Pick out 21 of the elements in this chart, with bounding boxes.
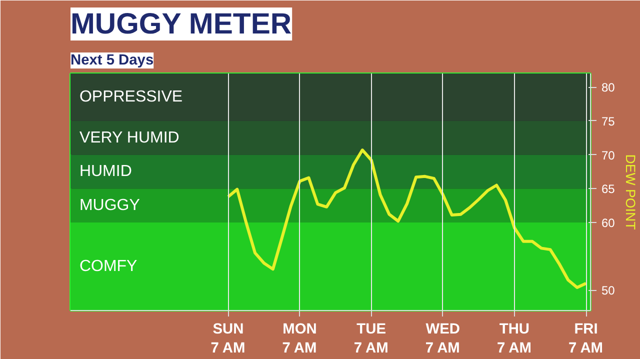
y-axis-title: DEW POINT xyxy=(622,154,638,230)
chart-title: MUGGY METER xyxy=(70,8,292,40)
line-series xyxy=(226,148,588,289)
chart-subtitle: Next 5 Days xyxy=(70,52,154,68)
y-tick-label: 70 xyxy=(602,148,616,162)
y-tick-label: 75 xyxy=(602,114,616,128)
x-tick-label: MON 7 AM xyxy=(282,322,317,357)
y-tick-label: 50 xyxy=(602,284,616,298)
y-tick-label: 60 xyxy=(602,216,616,230)
x-tick-label: WED 7 AM xyxy=(425,322,460,357)
x-tick-label: TUE 7 AM xyxy=(354,322,388,357)
x-tick-label: FRI 7 AM xyxy=(568,322,604,357)
x-tick-label: THU 7 AM xyxy=(496,322,532,357)
band-label: VERY HUMID xyxy=(79,129,180,146)
band-label: COMFY xyxy=(79,258,138,275)
band-label: HUMID xyxy=(79,163,132,180)
y-tick-label: 65 xyxy=(602,182,616,196)
x-tick-label: SUN 7 AM xyxy=(210,322,246,357)
y-tick-label: 80 xyxy=(602,80,616,95)
band-label: MUGGY xyxy=(79,197,140,214)
band-label: OPPRESSIVE xyxy=(79,88,183,106)
